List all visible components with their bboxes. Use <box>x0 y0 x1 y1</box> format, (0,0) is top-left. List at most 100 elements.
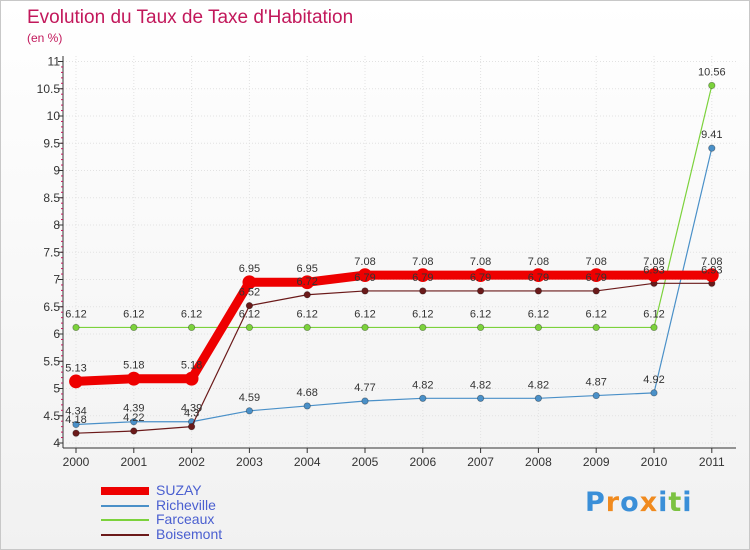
data-point-suzay <box>300 275 315 290</box>
y-tick-label: 8 <box>53 218 60 232</box>
legend-label-boisemont: Boisemont <box>156 526 223 542</box>
y-tick-label: 9.5 <box>43 136 60 150</box>
x-tick-label: 2004 <box>294 455 321 469</box>
x-tick-label: 2008 <box>525 455 552 469</box>
x-tick-label: 2010 <box>641 455 668 469</box>
data-point-richeville <box>592 391 600 400</box>
data-point-farceaux <box>592 323 600 332</box>
data-point-boisemont <box>361 287 369 295</box>
data-point-boisemont <box>592 287 600 295</box>
data-point-suzay <box>647 268 661 283</box>
y-tick-label: 10.5 <box>37 82 61 96</box>
data-point-farceaux <box>188 323 196 332</box>
y-tick-label: 6.5 <box>43 300 60 314</box>
data-label-suzay: 7.08 <box>354 256 375 268</box>
data-label-richeville: 4.92 <box>643 374 664 386</box>
y-tick-label: 8.5 <box>43 191 60 205</box>
data-point-richeville <box>130 418 138 426</box>
legend-item-boisemont[interactable]: Boisemont <box>101 526 341 543</box>
data-label-farceaux: 10.56 <box>698 66 726 78</box>
data-point-richeville <box>650 389 658 397</box>
legend-swatch-richeville <box>101 505 149 507</box>
data-point-boisemont <box>72 429 80 437</box>
legend-swatch-farceaux <box>101 519 149 521</box>
data-point-richeville <box>245 407 253 415</box>
data-label-suzay: 6.95 <box>296 263 317 275</box>
legend-label-suzay: SUZAY <box>156 482 202 498</box>
data-label-richeville: 4.82 <box>528 379 549 391</box>
data-point-farceaux <box>303 323 311 332</box>
series-line-suzay <box>75 270 712 386</box>
data-label-richeville: 4.77 <box>354 382 375 394</box>
data-point-farceaux <box>476 323 485 332</box>
legend-item-farceaux[interactable]: Farceaux <box>101 511 341 528</box>
data-label-boisemont: 6.93 <box>643 264 664 276</box>
logo-letter: P <box>585 487 606 518</box>
data-point-suzay <box>126 371 141 386</box>
data-label-farceaux: 6.12 <box>296 308 317 320</box>
data-label-boisemont: 6.79 <box>412 272 433 284</box>
data-point-boisemont <box>476 287 485 295</box>
y-tick-label: 11 <box>48 55 61 69</box>
data-point-boisemont <box>303 291 311 299</box>
data-label-boisemont: 6.79 <box>470 272 491 284</box>
legend-label-richeville: Richeville <box>156 497 216 513</box>
y-tick-label: 4.5 <box>43 409 60 423</box>
data-label-boisemont: 6.79 <box>354 272 375 284</box>
data-label-richeville: 4.68 <box>296 387 317 399</box>
data-point-boisemont <box>419 287 427 295</box>
data-label-boisemont: 6.72 <box>296 276 317 288</box>
data-point-suzay <box>531 268 546 283</box>
data-point-farceaux <box>708 81 716 90</box>
data-label-boisemont: 4.18 <box>65 414 86 426</box>
logo-letter: x <box>639 487 659 518</box>
legend-item-suzay[interactable]: SUZAY <box>101 482 341 499</box>
data-point-suzay <box>473 268 488 283</box>
data-label-boisemont: 4.22 <box>123 412 144 424</box>
data-point-richeville <box>72 420 80 429</box>
series-line-farceaux <box>76 85 713 329</box>
data-label-suzay: 6.95 <box>239 263 260 275</box>
x-tick-label: 2000 <box>63 455 90 469</box>
x-tick-label: 2007 <box>467 455 494 469</box>
data-point-richeville <box>303 402 311 410</box>
series-line-boisemont <box>75 282 712 434</box>
data-point-farceaux <box>245 323 253 332</box>
data-label-suzay: 7.08 <box>643 256 664 268</box>
y-tick-label: 6 <box>53 327 60 341</box>
data-label-farceaux: 6.12 <box>643 308 664 320</box>
data-point-farceaux <box>130 323 138 332</box>
data-point-farceaux <box>419 323 427 332</box>
data-point-farceaux <box>361 323 369 332</box>
x-tick-label: 2001 <box>120 455 147 469</box>
logo-letter: o <box>620 487 640 518</box>
data-point-suzay <box>358 268 372 283</box>
data-label-farceaux: 6.12 <box>470 308 491 320</box>
y-tick-label: 5.5 <box>43 354 60 368</box>
y-tick-label: 7 <box>53 273 60 287</box>
x-tick-label: 2009 <box>583 455 610 469</box>
legend-item-richeville[interactable]: Richeville <box>101 497 341 514</box>
data-point-richeville <box>361 397 369 405</box>
data-point-suzay <box>184 371 199 386</box>
y-tick-label: 5 <box>53 382 60 396</box>
data-label-farceaux: 6.12 <box>123 308 144 320</box>
data-point-boisemont <box>188 423 196 431</box>
chart-title: Evolution du Taux de Taxe d'Habitation <box>27 7 354 28</box>
data-label-richeville: 4.82 <box>470 379 491 391</box>
data-label-boisemont: 6.79 <box>528 272 549 284</box>
data-label-suzay: 7.08 <box>528 256 549 268</box>
data-point-boisemont <box>245 302 253 310</box>
x-tick-label: 2006 <box>409 455 436 469</box>
data-label-farceaux: 6.12 <box>239 308 260 320</box>
data-label-farceaux: 6.12 <box>412 308 433 320</box>
data-label-suzay: 5.18 <box>123 360 144 372</box>
logo-letter: i <box>658 487 669 518</box>
data-point-farceaux <box>72 323 80 332</box>
y-tick-label: 4 <box>53 436 60 450</box>
data-point-richeville <box>708 144 716 152</box>
data-label-richeville: 4.59 <box>239 392 260 404</box>
data-point-suzay <box>242 275 257 290</box>
